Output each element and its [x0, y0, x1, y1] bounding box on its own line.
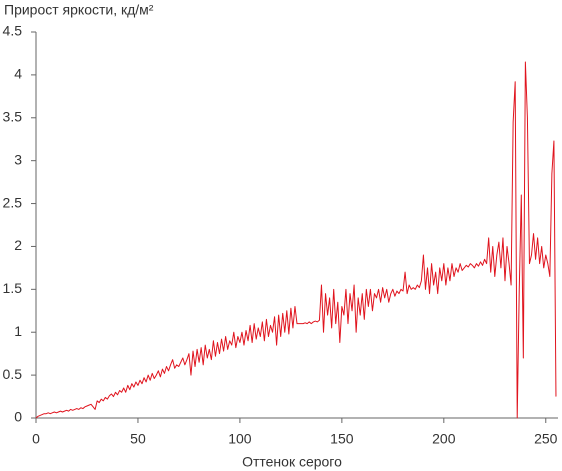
y-tick-label: 1.5 — [3, 280, 23, 296]
x-tick-label: 100 — [228, 431, 252, 447]
x-tick-label: 150 — [330, 431, 354, 447]
x-tick-label: 0 — [32, 431, 40, 447]
chart-title: Прирост яркости, кд/м² — [4, 2, 154, 18]
x-tick-label: 250 — [534, 431, 558, 447]
x-tick-label: 50 — [130, 431, 146, 447]
y-tick-label: 0 — [14, 409, 22, 425]
x-tick-label: 200 — [432, 431, 456, 447]
x-axis-label: Оттенок серого — [242, 454, 342, 470]
y-tick-label: 2 — [14, 237, 22, 253]
y-tick-label: 3.5 — [3, 108, 23, 124]
data-line — [35, 61, 557, 419]
y-tick-label: 1 — [14, 323, 22, 339]
y-tick-label: 3 — [14, 151, 22, 167]
y-tick-label: 0.5 — [3, 366, 23, 382]
y-tick-label: 2.5 — [3, 194, 23, 210]
y-tick-label: 4 — [14, 66, 22, 82]
y-tick-label: 4.5 — [3, 23, 23, 39]
